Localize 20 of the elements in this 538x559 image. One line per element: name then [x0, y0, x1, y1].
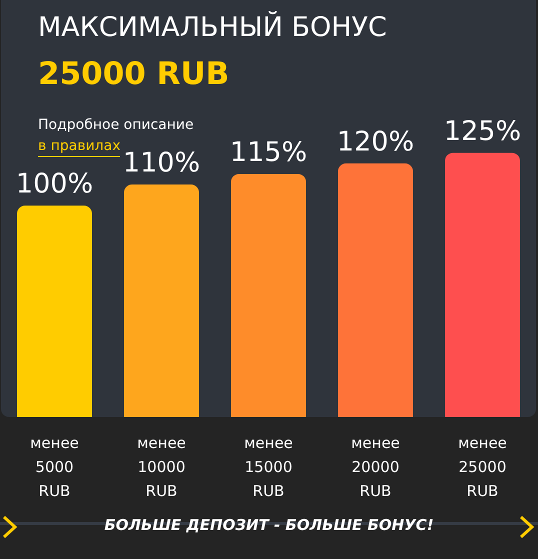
- bar: [338, 163, 413, 417]
- text: Подробное описание: [38, 117, 194, 133]
- data-label: 100%: [16, 168, 94, 200]
- data-label: 120%: [336, 126, 414, 158]
- text: БОЛЬШЕ ДЕПОЗИТ - БОЛЬШЕ БОНУС!: [103, 516, 435, 534]
- bar: [445, 152, 520, 417]
- data-label: 115%: [230, 136, 308, 168]
- chart-subtitle: 25000 RUB: [38, 56, 230, 92]
- x-tick-label: менее 15000 RUB: [244, 434, 293, 500]
- annotation: в правилах: [38, 138, 120, 157]
- chart-title: МАКСИМАЛЬНЫЙ БОНУС: [38, 12, 387, 43]
- bar: [17, 206, 92, 417]
- data-label: 125%: [444, 116, 522, 147]
- bar: [231, 174, 306, 417]
- x-tick-label: менее 20000 RUB: [351, 434, 400, 500]
- x-tick-label: менее 10000 RUB: [137, 434, 186, 500]
- bar: [124, 184, 199, 417]
- x-tick-label: менее 5000 RUB: [30, 434, 79, 500]
- x-tick-label: менее 25000 RUB: [458, 434, 507, 500]
- data-label: 110%: [122, 148, 200, 179]
